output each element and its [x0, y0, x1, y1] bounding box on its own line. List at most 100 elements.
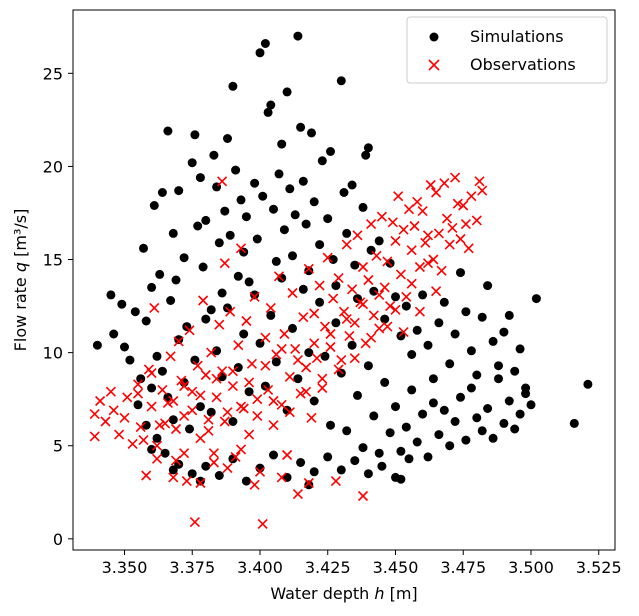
observations-point	[450, 172, 461, 183]
simulations-point	[323, 452, 333, 462]
simulations-point	[266, 100, 276, 110]
simulations-point	[147, 444, 157, 454]
simulations-point	[190, 130, 200, 140]
observations-point	[382, 256, 393, 267]
observations-point	[431, 187, 442, 198]
observations-point	[219, 416, 230, 427]
simulations-point	[488, 336, 498, 346]
observations-point	[192, 360, 203, 371]
x-tick-label: 3.350	[102, 558, 148, 577]
simulations-point	[423, 340, 433, 350]
observations-point	[252, 410, 263, 421]
observations-point	[200, 369, 211, 381]
observations-point	[179, 381, 190, 392]
observations-point	[366, 219, 377, 230]
observations-point	[89, 409, 100, 420]
simulations-point	[515, 344, 525, 354]
simulations-point	[296, 458, 306, 467]
simulations-point	[152, 351, 162, 361]
simulations-point	[269, 204, 278, 214]
observations-point	[268, 420, 279, 431]
simulations-point	[255, 48, 265, 58]
observations-point	[246, 358, 257, 369]
observations-point	[349, 353, 360, 364]
observations-point	[357, 299, 369, 310]
observations-point	[203, 425, 214, 436]
simulations-point	[250, 178, 260, 188]
observations-point	[420, 237, 431, 248]
observations-point	[422, 258, 434, 269]
simulations-point	[241, 476, 251, 486]
observations-point	[268, 395, 279, 407]
observations-point	[414, 306, 425, 317]
observations-point	[146, 401, 157, 412]
simulations-point	[201, 314, 211, 324]
x-tick-label: 3.475	[440, 558, 486, 577]
simulations-point	[380, 377, 390, 387]
observations-point	[477, 185, 488, 196]
simulations-point	[521, 389, 531, 399]
observations-point	[303, 263, 314, 274]
observations-point	[141, 470, 152, 481]
simulations-point	[377, 461, 387, 471]
simulations-point	[147, 383, 157, 393]
simulations-point	[228, 417, 238, 426]
observations-point	[260, 332, 271, 343]
observations-point	[222, 407, 233, 418]
x-tick-label: 3.375	[169, 558, 215, 577]
observations-point	[341, 314, 352, 325]
simulations-point	[187, 469, 197, 479]
simulations-point	[320, 351, 330, 361]
y-tick-label: 10	[43, 344, 63, 363]
observations-point	[363, 274, 374, 286]
observations-point	[436, 265, 447, 276]
simulations-point	[304, 266, 314, 276]
simulations-point	[166, 296, 176, 305]
simulations-point	[472, 413, 482, 423]
observations-point	[431, 286, 442, 297]
simulations-point	[326, 420, 335, 430]
simulations-point	[274, 169, 284, 179]
simulations-point	[109, 329, 119, 339]
x-axis-label: Water depth h [m]	[270, 584, 417, 603]
simulations-point	[456, 392, 465, 402]
observations-point	[409, 220, 420, 232]
simulations-point	[363, 361, 373, 371]
observations-point	[279, 328, 290, 340]
observations-point	[357, 490, 369, 502]
plot-markers	[89, 31, 593, 529]
observations-point	[265, 302, 276, 313]
x-tick-label: 3.500	[508, 558, 554, 577]
simulations-point	[350, 456, 360, 466]
simulations-point	[331, 281, 341, 291]
simulations-point	[309, 396, 319, 406]
simulations-point	[569, 418, 579, 428]
observations-point	[344, 330, 355, 341]
simulations-point	[583, 379, 593, 389]
simulations-point	[315, 297, 325, 307]
observations-point	[132, 379, 144, 390]
simulations-point	[301, 219, 311, 229]
observations-point	[290, 343, 301, 354]
observations-point	[325, 341, 336, 353]
simulations-point	[396, 446, 406, 456]
simulations-point	[358, 443, 368, 453]
simulations-point	[206, 305, 216, 315]
simulations-point	[239, 329, 249, 339]
observations-point	[119, 412, 130, 423]
observations-point	[151, 453, 163, 464]
simulations-point	[423, 452, 433, 462]
simulations-point	[418, 290, 428, 300]
simulations-point	[195, 476, 205, 486]
observations-point	[179, 448, 190, 459]
observations-point	[414, 261, 425, 273]
observations-point	[374, 289, 385, 300]
observations-point	[292, 489, 303, 500]
observations-point	[276, 399, 287, 410]
observations-point	[309, 338, 320, 349]
observations-point	[325, 328, 336, 340]
observations-point	[170, 455, 182, 466]
y-tick-label: 25	[43, 64, 63, 83]
simulations-point	[233, 271, 243, 281]
